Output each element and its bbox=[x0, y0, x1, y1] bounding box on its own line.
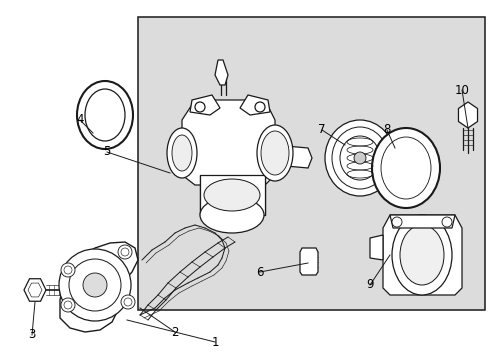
Polygon shape bbox=[458, 102, 477, 128]
Polygon shape bbox=[182, 100, 274, 185]
Ellipse shape bbox=[77, 81, 133, 149]
Ellipse shape bbox=[371, 128, 439, 208]
Polygon shape bbox=[215, 60, 227, 85]
Ellipse shape bbox=[339, 136, 379, 180]
Text: 7: 7 bbox=[318, 123, 325, 136]
Text: 9: 9 bbox=[366, 279, 373, 292]
Polygon shape bbox=[240, 95, 269, 115]
Circle shape bbox=[61, 298, 75, 312]
Text: 1: 1 bbox=[211, 336, 218, 348]
Polygon shape bbox=[24, 279, 46, 301]
Text: 8: 8 bbox=[383, 123, 390, 136]
Polygon shape bbox=[60, 242, 138, 332]
Ellipse shape bbox=[257, 125, 292, 181]
Polygon shape bbox=[200, 175, 264, 215]
Circle shape bbox=[69, 259, 121, 311]
Ellipse shape bbox=[200, 197, 264, 233]
Ellipse shape bbox=[331, 127, 387, 189]
Circle shape bbox=[121, 248, 129, 256]
Polygon shape bbox=[389, 215, 454, 228]
Circle shape bbox=[391, 217, 401, 227]
Polygon shape bbox=[299, 248, 317, 275]
Polygon shape bbox=[274, 145, 311, 168]
Text: 4: 4 bbox=[76, 113, 83, 126]
Circle shape bbox=[124, 298, 132, 306]
Circle shape bbox=[195, 102, 204, 112]
Ellipse shape bbox=[203, 179, 260, 211]
Polygon shape bbox=[382, 215, 461, 295]
Text: 2: 2 bbox=[171, 325, 179, 338]
Text: 6: 6 bbox=[256, 265, 263, 279]
Polygon shape bbox=[28, 283, 42, 297]
Polygon shape bbox=[190, 95, 220, 115]
Ellipse shape bbox=[380, 137, 430, 199]
Circle shape bbox=[353, 152, 365, 164]
Ellipse shape bbox=[261, 131, 288, 175]
Ellipse shape bbox=[85, 89, 125, 141]
Circle shape bbox=[121, 295, 135, 309]
Ellipse shape bbox=[391, 215, 451, 295]
Ellipse shape bbox=[172, 135, 192, 171]
Text: 5: 5 bbox=[103, 145, 110, 158]
Circle shape bbox=[59, 249, 131, 321]
Circle shape bbox=[61, 263, 75, 277]
Circle shape bbox=[254, 102, 264, 112]
Circle shape bbox=[83, 273, 107, 297]
Circle shape bbox=[64, 301, 72, 309]
Text: 3: 3 bbox=[28, 328, 36, 342]
Ellipse shape bbox=[167, 128, 197, 178]
Polygon shape bbox=[138, 17, 484, 310]
Polygon shape bbox=[369, 235, 382, 260]
Ellipse shape bbox=[399, 225, 443, 285]
Circle shape bbox=[64, 266, 72, 274]
Ellipse shape bbox=[325, 120, 394, 196]
Circle shape bbox=[441, 217, 451, 227]
Text: 10: 10 bbox=[454, 84, 468, 96]
Circle shape bbox=[118, 245, 132, 259]
